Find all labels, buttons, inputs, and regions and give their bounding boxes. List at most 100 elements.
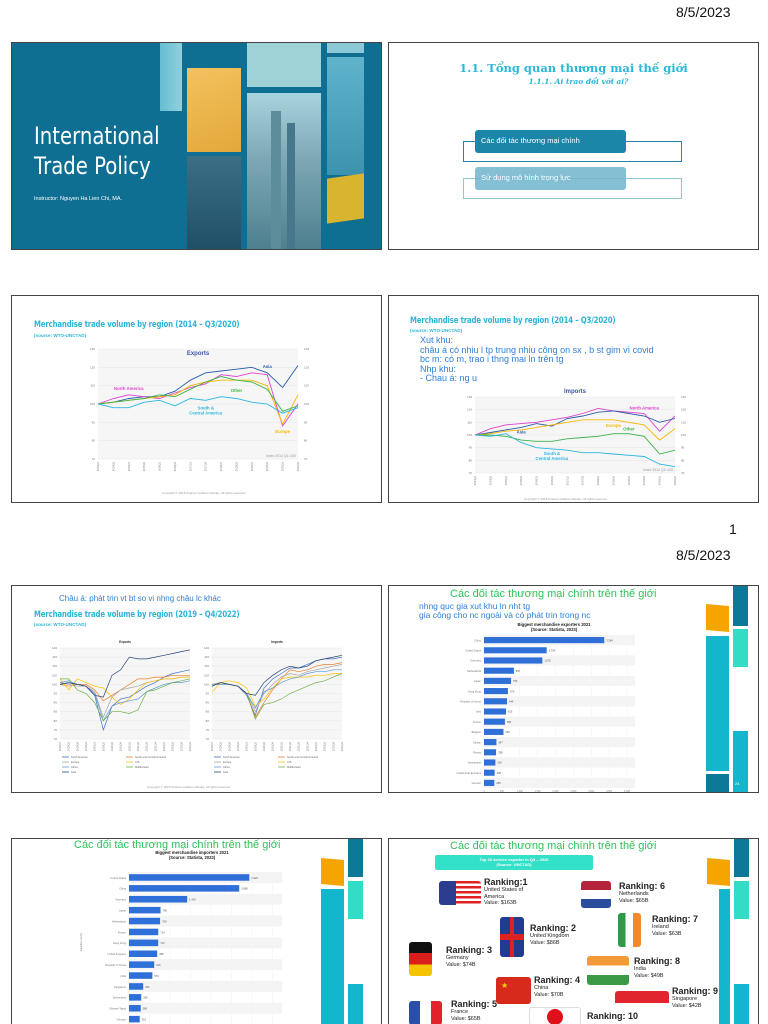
value-label: 262 — [142, 1017, 147, 1021]
x-tick-label: 2019Q3 — [75, 741, 79, 751]
x-tick-label: 1,500 — [535, 790, 542, 793]
legend-label: Asia — [71, 770, 77, 774]
y-tick-label: 70 — [92, 457, 96, 461]
x-tick-label: 2016Q1 — [535, 475, 539, 485]
legend-label: Middle East — [287, 765, 301, 769]
ranking-3: Ranking: 3 Germany Value: $74B — [446, 945, 493, 968]
series-label: Other — [623, 427, 635, 432]
x-tick-label: 2014Q1 — [96, 461, 100, 471]
category-label: Russia — [473, 751, 481, 755]
category-label: Netherlands — [467, 669, 482, 673]
slide-3-exports-chart[interactable]: Merchandise trade volume by region (2014… — [11, 295, 382, 503]
category-label: China — [474, 638, 481, 642]
series-label: Other — [231, 388, 243, 393]
japan-flag-icon — [529, 1007, 581, 1024]
x-tick-label: 2020Q2 — [253, 741, 257, 751]
ranking-1: Ranking:1 United States of America Value: … — [484, 877, 528, 906]
decor-mint — [348, 881, 363, 919]
x-tick-label: 2015Q3 — [142, 461, 146, 471]
value-label: 769 — [163, 908, 168, 912]
chart-title: Biggest merchandise importers 2021 — [155, 850, 229, 855]
x-tick-label: 2021Q1 — [127, 741, 131, 751]
x-tick-label: 2019Q3 — [265, 461, 269, 471]
y-tick-label: 75 — [206, 728, 210, 732]
row-band — [129, 1002, 282, 1014]
slide-source: (source: WTO-UNCTAD) — [410, 328, 463, 333]
decor-dark-teal-2 — [706, 774, 729, 792]
value-label: 570 — [154, 974, 159, 978]
slide-heading: Merchandise trade volume by region (2014… — [34, 320, 240, 330]
x-tick-label: 4,000 — [624, 790, 631, 793]
x-tick-label: 2019Q1 — [627, 475, 631, 485]
building-image-top — [327, 43, 364, 53]
x-tick-label: 2019Q1 — [58, 741, 62, 751]
decor-teal — [706, 636, 729, 771]
exporters-bar-chart: Biggest merchandise exporters 2021(Sourc… — [456, 622, 635, 793]
y-tick-label-right: 110 — [681, 420, 686, 424]
importers-bar-chart: Biggest merchandise importers 2021(Sourc… — [80, 850, 282, 1024]
y-tick-label: 130 — [467, 395, 472, 399]
building-image-strip — [160, 43, 182, 111]
banner-line-1: Top 10 service exporter in Q3 – 2020 — [479, 857, 549, 862]
x-tick-label: 2021Q3 — [145, 741, 149, 751]
note-line: gia công cho nc ngoài và có phát trin tr… — [419, 610, 591, 620]
china-flag-icon: ★ — [496, 977, 531, 1004]
bar-united-states — [129, 874, 250, 881]
series-label: South & — [544, 451, 560, 456]
y-tick-label: 85 — [54, 710, 58, 714]
slide-5-regional-charts[interactable]: Châu á: phát trin vt bt so vi nhng châu … — [11, 585, 382, 793]
y-tick-label-right: 130 — [304, 347, 309, 351]
header-date-2: 8/5/2023 — [676, 547, 731, 563]
x-tick-label: 2015Q1 — [127, 461, 131, 471]
x-tick-label: 2016Q3 — [550, 475, 554, 485]
series-line-europe — [474, 419, 676, 441]
bar-hong-kong — [129, 939, 159, 947]
bar-chinese-taipei — [129, 1004, 141, 1012]
series-label: North America — [114, 386, 144, 391]
annotation-note: Châu á: phát trin vt bt so vi nhng châu … — [59, 594, 221, 603]
value-label: 585 — [507, 720, 512, 724]
series-label: North America — [630, 405, 660, 410]
slide-8-service-exporters[interactable]: Các đối tác thương mại chính trên thế gi… — [388, 838, 759, 1024]
ranking-5: Ranking: 5 France Value: $65B — [451, 999, 498, 1022]
decor-orange — [321, 857, 344, 887]
x-tick-label: 2015Q3 — [519, 475, 523, 485]
y-tick-label: 90 — [469, 446, 473, 450]
y-tick-label: 95 — [206, 692, 210, 696]
series-line-asia — [59, 649, 191, 698]
legend-label: North America — [223, 755, 240, 759]
y-axis-label: Importing country — [80, 932, 83, 951]
y-tick-label: 130 — [90, 347, 95, 351]
y-tick-label: 80 — [469, 458, 473, 462]
slide-7-top-importers[interactable]: Các đối tác thương mại chính trên thế gi… — [11, 838, 382, 1024]
x-tick-label: 2021Q2 — [136, 741, 140, 751]
x-tick-label: 2016Q1 — [158, 461, 162, 471]
x-tick-label: 2020Q4 — [119, 741, 123, 751]
category-label: United Kingdom — [108, 952, 126, 956]
value-label: 338 — [498, 751, 503, 755]
ranking-2: Ranking: 2 United Kingdom Value: $86B — [530, 923, 577, 946]
x-tick-label: 2020Q4 — [271, 741, 275, 751]
item-main-partners[interactable]: Các đối tác thương mại chính — [475, 130, 626, 153]
slide-2-overview[interactable]: 1.1. Tổng quan thương mại thế giới 1.1.1… — [388, 42, 759, 250]
slide-title: International Trade Policy — [34, 121, 160, 181]
row-band — [129, 893, 282, 905]
x-tick-label: 2018Q3 — [611, 475, 615, 485]
value-label: 346 — [145, 985, 150, 989]
x-tick-label: 2018Q3 — [234, 461, 238, 471]
series-label: Asia — [263, 364, 273, 369]
y-tick-label-right: 80 — [681, 458, 685, 462]
x-tick-label: 2014Q3 — [488, 475, 492, 485]
item-gravity-model[interactable]: Sử dụng mô hình trọng lực — [475, 167, 626, 190]
slide-1-title[interactable]: International Trade Policy Instructor: N… — [11, 42, 382, 250]
y-tick-label: 100 — [204, 682, 209, 686]
bar-united-kingdom — [129, 950, 158, 958]
y-tick-label-right: 120 — [681, 408, 686, 412]
header-date: 8/5/2023 — [676, 4, 731, 20]
slide-4-imports-chart[interactable]: Merchandise trade volume by region (2014… — [388, 295, 759, 503]
series-label-cont: Central America — [189, 410, 222, 415]
x-tick-label: 2014Q1 — [473, 475, 477, 485]
slide-6-top-exporters[interactable]: Các đối tác thương mại chính trên thế gi… — [388, 585, 759, 793]
value-label: 298 — [143, 996, 148, 1000]
legend-label: Europe — [223, 760, 232, 764]
